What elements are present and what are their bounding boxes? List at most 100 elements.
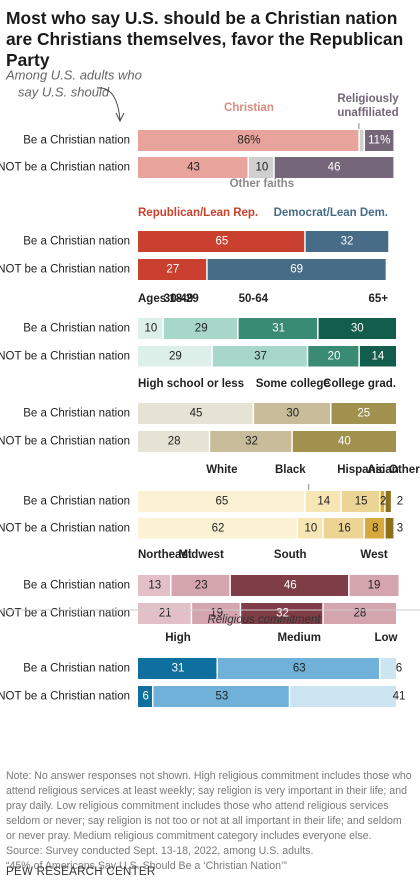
- series-label: Christian: [224, 102, 274, 114]
- bar-segment-race: [305, 491, 341, 512]
- series-label: Black: [275, 464, 306, 476]
- data-label: 46: [328, 162, 341, 174]
- note-text: Note: No answer responses not shown. Hig…: [6, 770, 412, 842]
- panel-title: Religious commitment: [207, 614, 321, 626]
- series-label: White: [206, 464, 237, 476]
- category-label: Be a Christian nation: [23, 408, 130, 420]
- data-label: 19: [210, 608, 223, 620]
- bar-segment-education: [292, 431, 396, 452]
- series-label: unaffiliated: [337, 107, 398, 119]
- bar-segment-education: [331, 403, 396, 424]
- data-label: 30: [351, 323, 364, 335]
- category-label: Be a Christian nation: [23, 323, 130, 335]
- source-text: Source: Survey conducted Sept. 13-18, 20…: [6, 845, 314, 857]
- bar-segment-religion: [274, 157, 394, 178]
- data-label: 86%: [237, 135, 260, 147]
- category-label: NOT be a Christian nation: [0, 608, 130, 620]
- data-label: 6: [396, 663, 402, 675]
- data-label: 29: [195, 323, 208, 335]
- bar-segment-region: [192, 603, 240, 624]
- data-label: 32: [276, 608, 289, 620]
- series-label: Some college: [256, 378, 330, 390]
- bar-segment-age: [359, 346, 396, 367]
- bar-segment-race: [385, 518, 394, 539]
- bar-segment-party: [305, 231, 389, 252]
- bar-segment-religion: [248, 157, 274, 178]
- data-label: 46: [284, 580, 297, 592]
- data-label: 65: [215, 236, 228, 248]
- data-label: 27: [166, 264, 179, 276]
- publisher-credit: PEW RESEARCH CENTER: [6, 866, 156, 878]
- chart-title: Most who say U.S. should be a Christian …: [6, 8, 404, 70]
- series-label: Republican/Lean Rep.: [138, 207, 258, 219]
- data-label: 13: [148, 580, 161, 592]
- bar-segment-education: [210, 431, 292, 452]
- series-label: Ages 18-29: [138, 293, 199, 305]
- series-label: Other: [389, 464, 420, 476]
- category-label: Be a Christian nation: [23, 580, 130, 592]
- data-label: 10: [145, 323, 158, 335]
- data-label: 28: [168, 436, 181, 448]
- series-label: 50-64: [239, 293, 269, 305]
- category-label: Be a Christian nation: [23, 135, 130, 147]
- report-title-text: “45% of Americans Say U.S. Should Be a ‘…: [6, 860, 287, 872]
- series-label: South: [274, 549, 307, 561]
- data-label: 31: [172, 663, 185, 675]
- series-label: Democrat/Lean Dem.: [274, 207, 388, 219]
- data-label: 40: [338, 436, 351, 448]
- bar-segment-region: [241, 603, 323, 624]
- annotation-arrow: [96, 87, 121, 121]
- bar-segment-education: [138, 403, 253, 424]
- bar-segment-region: [349, 575, 399, 596]
- data-label: 41: [393, 691, 406, 703]
- data-label: 69: [290, 264, 303, 276]
- bar-segment-commitment: [217, 658, 380, 679]
- series-label: 65+: [368, 293, 388, 305]
- data-label: 30: [286, 408, 299, 420]
- data-label: 43: [187, 162, 200, 174]
- category-label: Be a Christian nation: [23, 496, 130, 508]
- bar-segment-age: [238, 318, 318, 339]
- bar-segment-religion: [138, 157, 248, 178]
- bar-segment-religion: [365, 130, 394, 151]
- series-label: Northeast: [138, 549, 192, 561]
- series-label: Low: [375, 632, 398, 644]
- data-label: 14: [317, 496, 330, 508]
- data-label: 15: [355, 496, 368, 508]
- data-label: 11%: [368, 135, 390, 147]
- data-label: 32: [341, 236, 354, 248]
- bar-segment-region: [138, 603, 191, 624]
- bar-segment-commitment: [290, 686, 396, 707]
- data-label: 32: [245, 436, 258, 448]
- data-label: 2: [397, 496, 403, 508]
- bar-segment-age: [138, 318, 163, 339]
- annotation-text: Among U.S. adults who: [5, 67, 142, 82]
- series-label: Medium: [278, 632, 321, 644]
- bar-segment-commitment: [380, 658, 396, 679]
- data-label: 62: [212, 523, 225, 535]
- bar-segment-party: [207, 259, 386, 280]
- bar-segment-age: [138, 346, 212, 367]
- data-label: 19: [368, 580, 381, 592]
- series-label: Religiously: [337, 93, 399, 105]
- bar-segment-age: [212, 346, 307, 367]
- chart-notes: Note: No answer responses not shown. Hig…: [6, 769, 414, 874]
- series-label: Other faiths: [230, 178, 295, 190]
- data-label: 29: [169, 351, 182, 363]
- series-label: College grad.: [323, 378, 396, 390]
- bar-segment-religion: [138, 130, 359, 151]
- data-label: 45: [190, 408, 203, 420]
- bar-segment-age: [318, 318, 396, 339]
- series-label: Asian: [367, 464, 398, 476]
- bar-segment-race: [341, 491, 380, 512]
- bar-segment-education: [254, 403, 330, 424]
- bar-segment-race: [323, 518, 364, 539]
- data-label: 23: [195, 580, 208, 592]
- category-label: Be a Christian nation: [23, 663, 130, 675]
- data-label: 20: [328, 351, 341, 363]
- bar-segment-region: [171, 575, 230, 596]
- category-label: NOT be a Christian nation: [0, 691, 130, 703]
- data-label: 6: [143, 691, 149, 703]
- category-label: NOT be a Christian nation: [0, 264, 130, 276]
- data-label: 3: [397, 523, 403, 535]
